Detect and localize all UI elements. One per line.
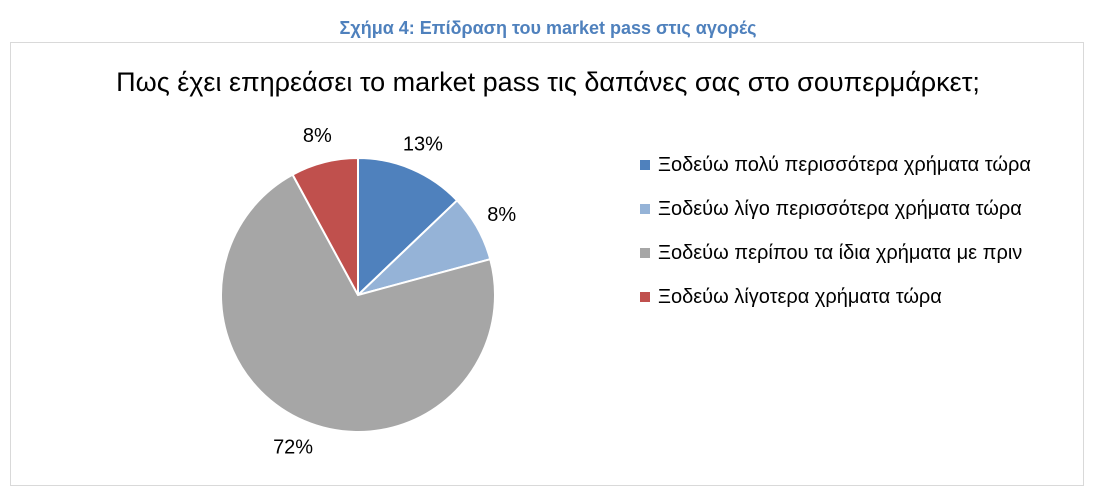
legend-label: Ξοδεύω περίπου τα ίδια χρήματα με πριν [658, 242, 1023, 264]
legend-item-4: Ξοδεύω λίγοτερα χρήματα τώρα [640, 282, 1060, 312]
legend-label: Ξοδεύω λίγοτερα χρήματα τώρα [658, 286, 942, 308]
pie-slice-1 [357, 156, 459, 298]
legend-label: Ξοδεύω λίγο περισσότερα χρήματα τώρα [658, 198, 1022, 220]
pie-data-label-3: 72% [273, 437, 313, 459]
chart-legend: Ξοδεύω πολύ περισσότερα χρήματα τώρα Ξοδε… [640, 150, 1060, 326]
legend-item-2: Ξοδεύω λίγο περισσότερα χρήματα τώρα [640, 194, 1060, 224]
chart-title: Πως έχει επηρεάσει το market pass τις δα… [116, 67, 980, 97]
legend-item-3: Ξοδεύω περίπου τα ίδια χρήματα με πριν [640, 238, 1060, 268]
legend-swatch [640, 160, 650, 170]
legend-label: Ξοδεύω πολύ περισσότερα χρήματα τώρα [658, 154, 1031, 176]
legend-swatch [640, 292, 650, 302]
legend-swatch [640, 248, 650, 258]
pie-data-label-2: 8% [487, 204, 516, 226]
legend-item-1: Ξοδεύω πολύ περισσότερα χρήματα τώρα [640, 150, 1060, 180]
legend-swatch [640, 204, 650, 214]
figure-caption: Σχήμα 4: Επίδραση του market pass στις α… [339, 18, 757, 38]
pie-data-label-4: 8% [303, 125, 332, 147]
pie-slice-4 [291, 156, 359, 296]
pie-slice-3 [220, 173, 496, 433]
pie-data-label-1: 13% [403, 133, 443, 155]
chart-frame [10, 42, 1084, 486]
